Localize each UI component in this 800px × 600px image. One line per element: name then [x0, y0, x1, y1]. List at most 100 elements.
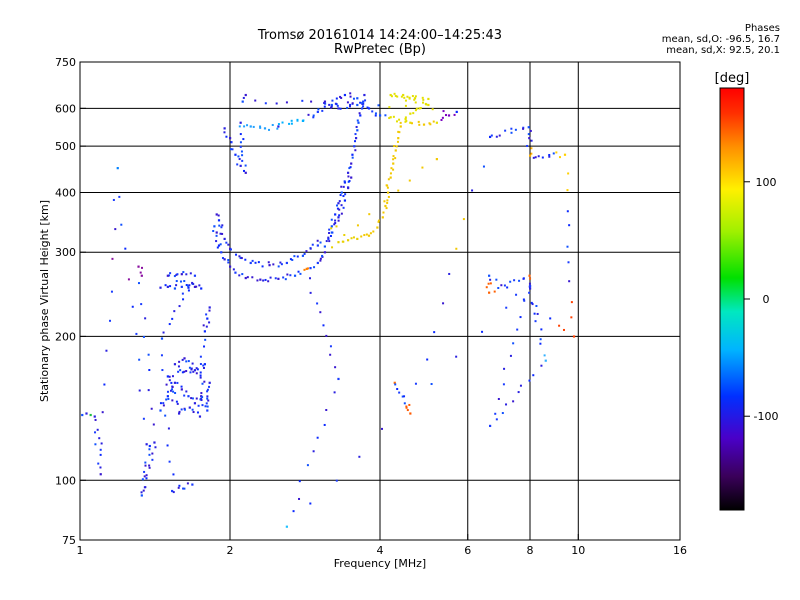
data-point: [175, 273, 178, 276]
data-point: [207, 399, 210, 402]
data-point: [240, 257, 243, 260]
data-point: [238, 274, 241, 277]
data-point: [510, 131, 513, 134]
x-tick-label: 2: [227, 544, 234, 557]
data-point: [562, 328, 565, 331]
x-axis-label: Frequency [MHz]: [334, 557, 426, 570]
data-point: [365, 233, 368, 236]
data-point: [202, 364, 205, 367]
data-point: [196, 411, 199, 414]
data-point: [244, 276, 247, 280]
data-point: [190, 397, 193, 400]
data-point: [337, 377, 340, 381]
data-point: [523, 299, 526, 302]
data-point: [312, 450, 315, 453]
data-point: [328, 103, 331, 106]
data-point: [303, 268, 306, 271]
data-point: [364, 99, 367, 102]
data-point: [221, 257, 224, 260]
data-point: [169, 272, 172, 275]
data-point: [455, 247, 458, 250]
data-point: [333, 391, 336, 394]
data-point: [334, 222, 337, 225]
data-point: [414, 101, 417, 104]
data-point: [543, 354, 546, 357]
data-point: [191, 281, 194, 284]
data-point: [422, 98, 425, 101]
data-point: [195, 285, 198, 288]
data-point: [143, 470, 146, 473]
data-point: [482, 165, 485, 168]
data-point: [195, 367, 198, 370]
data-point: [99, 453, 102, 456]
data-point: [188, 366, 191, 369]
data-point: [164, 284, 167, 287]
data-point: [489, 135, 492, 139]
data-point: [185, 273, 188, 276]
data-point: [178, 360, 181, 363]
data-point: [238, 255, 241, 258]
data-point: [205, 402, 208, 405]
data-point: [200, 392, 203, 395]
data-point: [529, 287, 532, 290]
data-point: [408, 403, 411, 406]
y-tick-label: 400: [55, 186, 76, 199]
data-point: [433, 331, 436, 334]
data-point: [167, 397, 170, 400]
data-point: [430, 383, 433, 386]
data-point: [336, 104, 339, 107]
data-point: [199, 363, 202, 366]
data-point: [356, 119, 359, 122]
data-point: [148, 369, 151, 372]
data-point: [254, 261, 257, 264]
data-point: [141, 266, 144, 269]
data-point: [246, 124, 249, 127]
data-point: [349, 95, 352, 98]
data-point: [172, 491, 175, 494]
data-point: [393, 144, 396, 147]
data-point: [259, 125, 262, 128]
data-point: [346, 106, 349, 109]
colorbar-label: [deg]: [715, 71, 750, 86]
data-point: [179, 280, 182, 283]
data-point: [99, 466, 102, 469]
data-point: [338, 208, 341, 211]
data-point: [191, 397, 194, 400]
data-point: [403, 96, 406, 99]
y-axis-label: Stationary phase Virtual Height [km]: [38, 200, 51, 402]
data-point: [206, 388, 209, 391]
data-point: [356, 237, 359, 241]
data-point: [502, 383, 505, 386]
data-point: [299, 272, 302, 275]
data-point: [138, 389, 141, 392]
y-tick-label: 75: [62, 534, 76, 547]
data-point: [212, 230, 215, 233]
data-point: [405, 406, 408, 409]
data-point: [414, 109, 417, 112]
data-point: [197, 404, 200, 407]
data-point: [148, 448, 151, 451]
data-point: [527, 126, 530, 129]
data-point: [361, 102, 364, 105]
data-point: [422, 101, 425, 104]
data-point: [100, 442, 103, 445]
data-point: [540, 364, 543, 367]
data-point: [142, 417, 145, 420]
data-point: [392, 155, 395, 158]
data-point: [570, 301, 573, 304]
data-point: [246, 276, 249, 279]
data-point: [215, 213, 218, 216]
data-point: [252, 125, 255, 128]
data-point: [185, 390, 188, 393]
data-point: [510, 127, 513, 130]
data-point: [356, 129, 359, 132]
data-point: [241, 159, 244, 162]
data-point: [249, 125, 252, 128]
data-point: [409, 412, 412, 415]
data-point: [435, 121, 438, 124]
data-point: [89, 413, 92, 417]
data-point: [138, 358, 141, 361]
data-point: [368, 213, 371, 216]
data-point: [384, 204, 387, 208]
data-point: [303, 252, 306, 255]
